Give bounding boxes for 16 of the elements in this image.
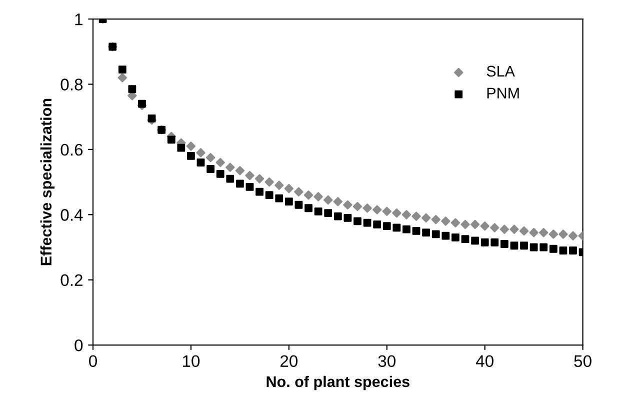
y-tick-label: 0.8 bbox=[60, 78, 83, 90]
y-tick-label: 0.6 bbox=[60, 144, 83, 156]
x-tick-label: 50 bbox=[574, 355, 592, 368]
x-tick-label: 0 bbox=[89, 355, 97, 368]
x-tick-label: 20 bbox=[280, 355, 298, 368]
y-tick-label: 0.2 bbox=[60, 274, 82, 286]
y-axis-title: Effective specialization bbox=[40, 98, 55, 266]
legend-label: SLA bbox=[486, 66, 515, 77]
legend-label: PNM bbox=[487, 88, 519, 98]
x-tick-label: 40 bbox=[476, 355, 494, 368]
y-tick-label: 0.4 bbox=[60, 209, 83, 221]
x-tick-label: 30 bbox=[378, 355, 396, 368]
x-axis-title: No. of plant species bbox=[266, 376, 410, 390]
y-tick-label: 0 bbox=[74, 339, 83, 352]
y-tick-label: 1 bbox=[75, 14, 82, 26]
x-tick-label: 10 bbox=[182, 355, 200, 368]
